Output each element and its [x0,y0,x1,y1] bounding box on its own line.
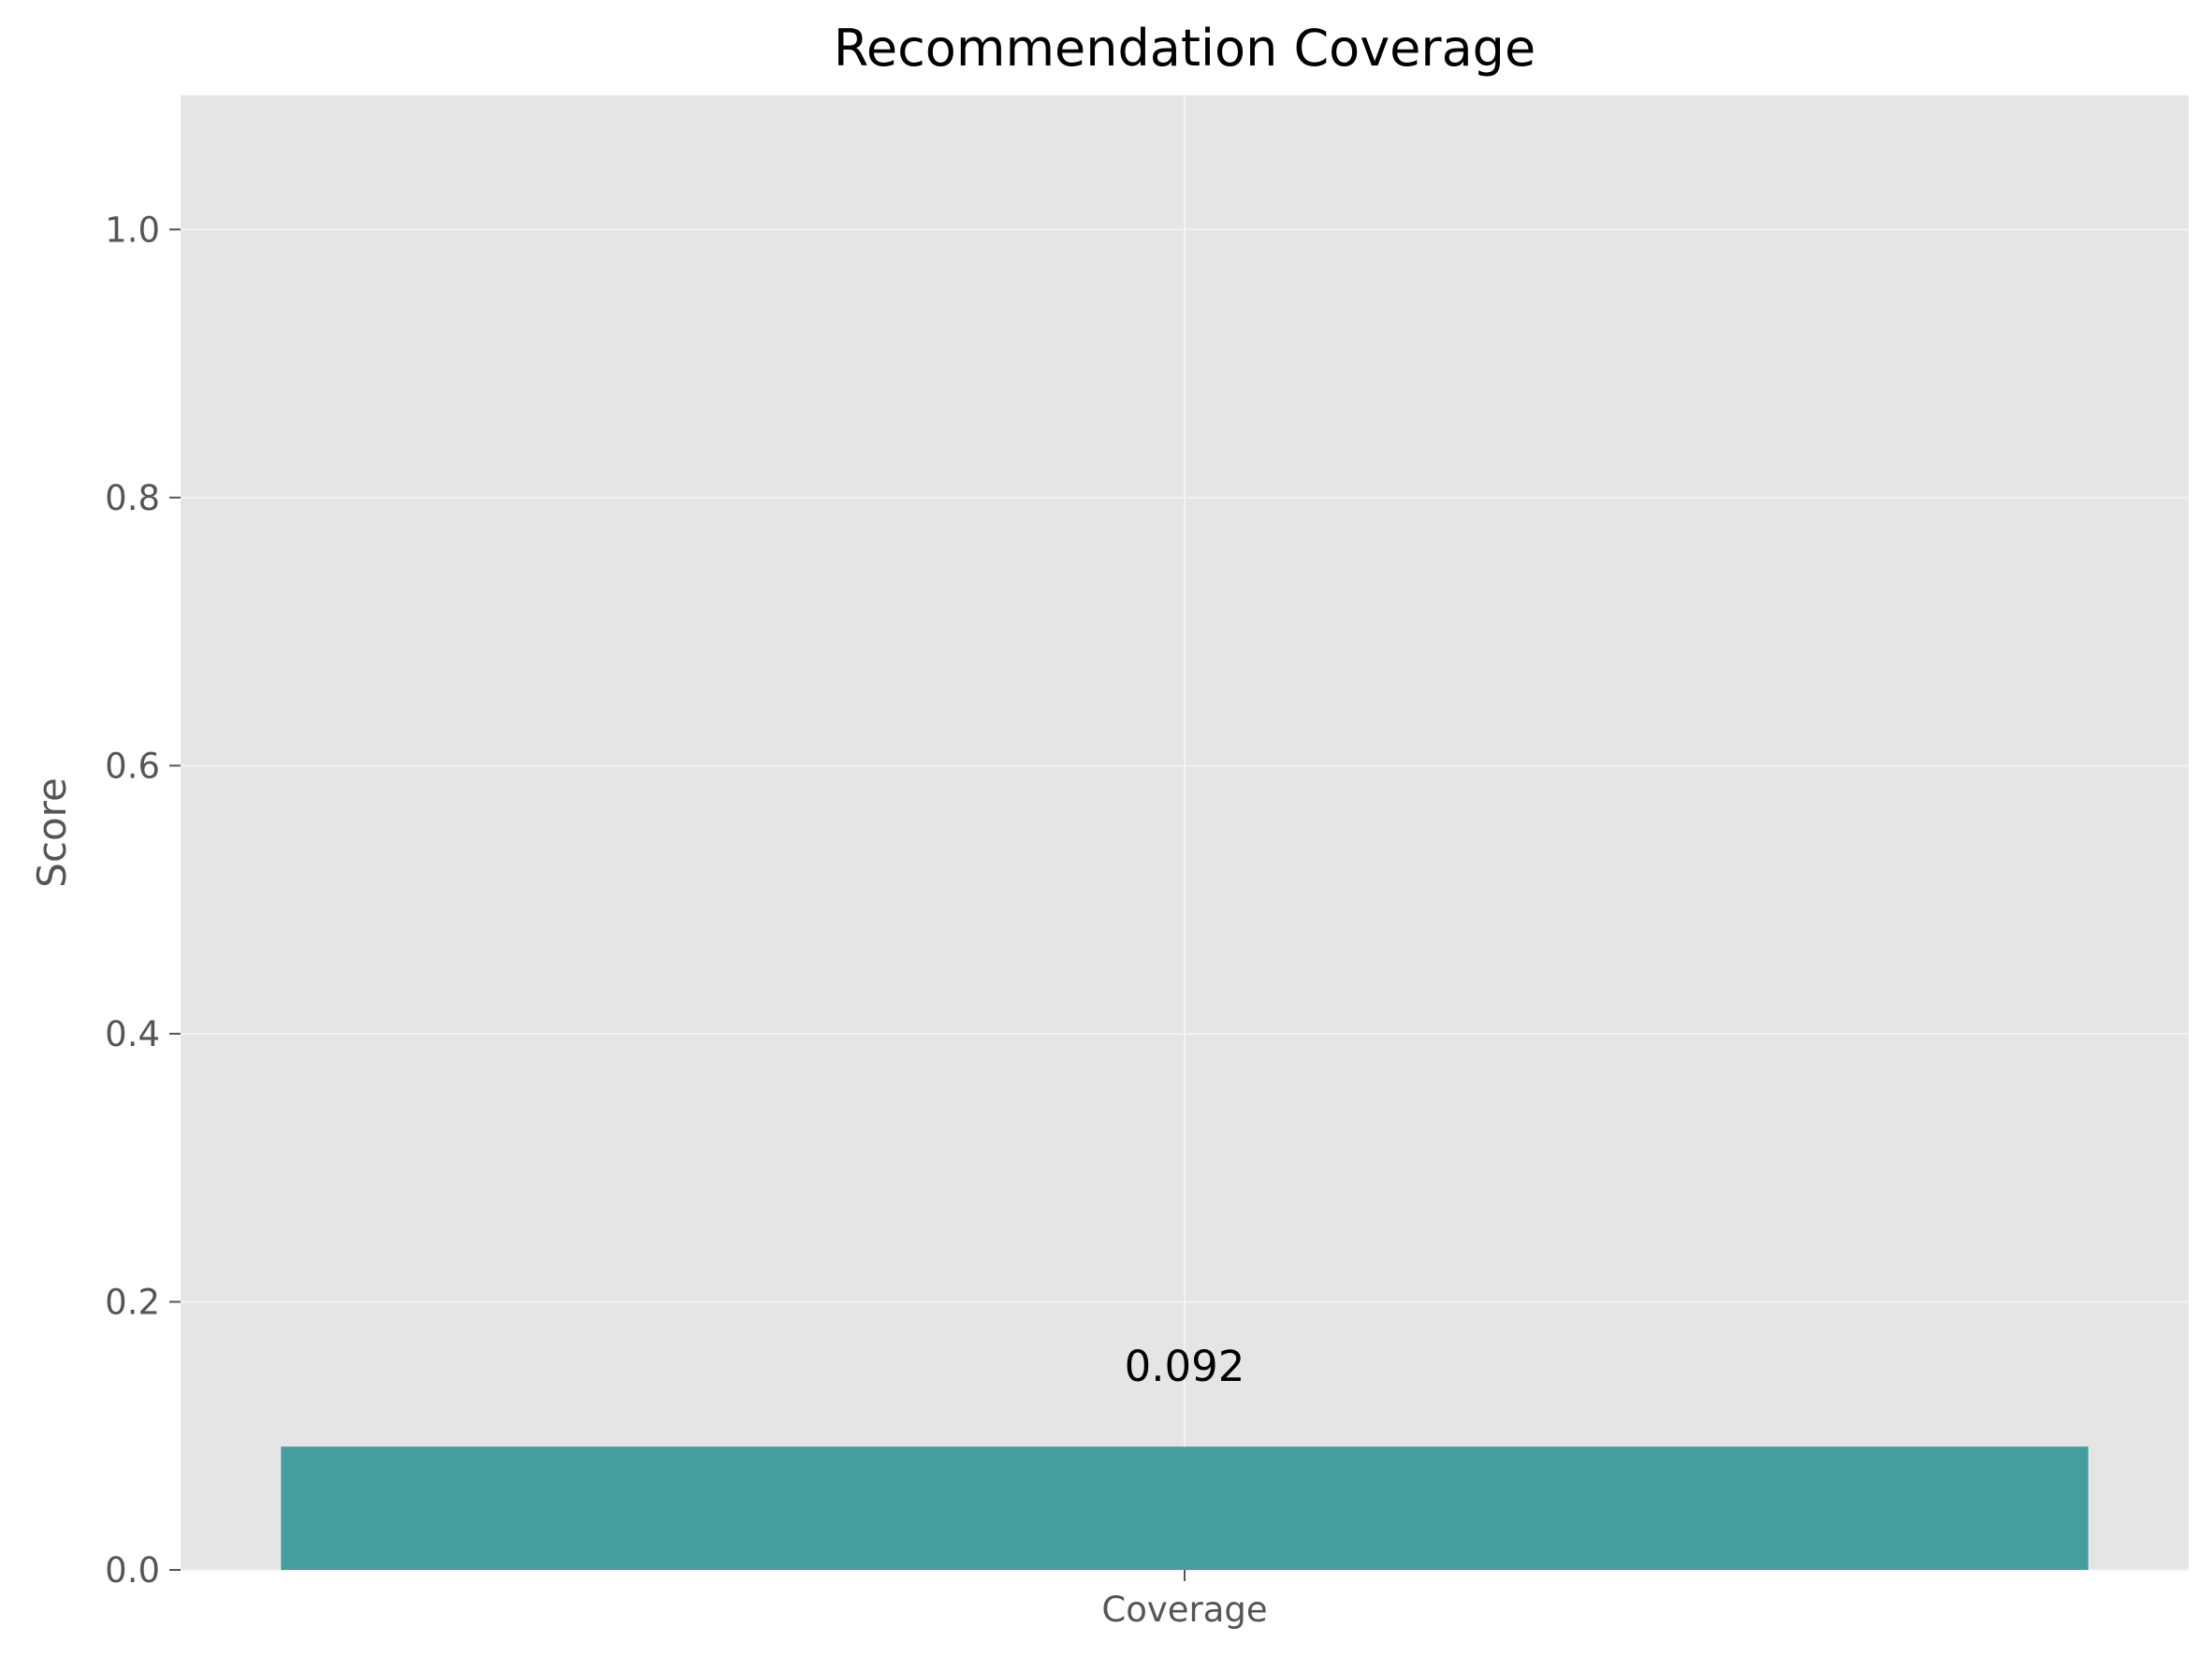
bar-coverage [281,1446,2088,1570]
x-axis-ticks: Coverage [1101,1570,1268,1630]
x-tick-label: Coverage [1101,1590,1267,1630]
y-axis-ticks: 0.0 0.2 0.4 0.6 0.8 1.0 [105,210,181,1591]
y-axis-label: Score [29,777,75,888]
y-tick-label: 0.2 [105,1282,160,1322]
y-tick-label: 0.0 [105,1550,160,1591]
y-tick-label: 0.8 [105,478,160,518]
y-tick-label: 1.0 [105,210,160,250]
y-tick-label: 0.6 [105,746,160,786]
bar-value-label: 0.092 [1125,1342,1245,1391]
y-tick-label: 0.4 [105,1014,160,1054]
value-labels: 0.092 [1125,1342,1245,1391]
bars [281,1446,2088,1570]
chart-title: Recommendation Coverage [834,19,1535,78]
